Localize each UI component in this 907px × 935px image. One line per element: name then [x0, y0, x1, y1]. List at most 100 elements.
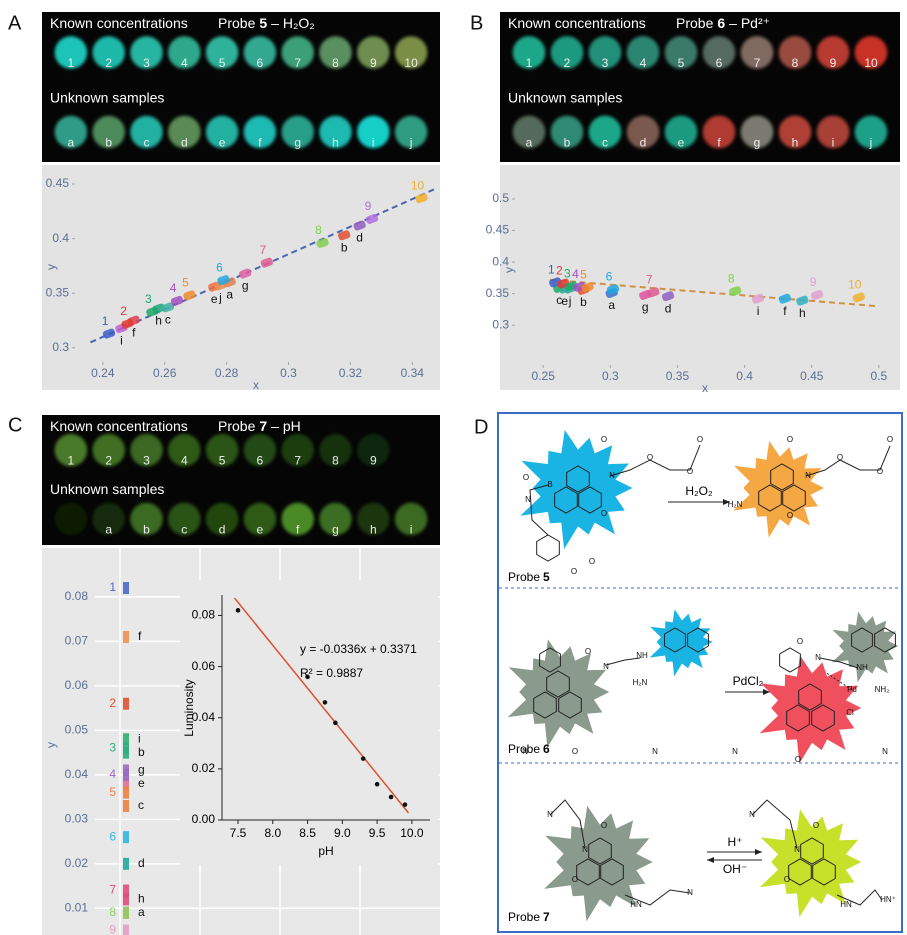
point-cluster [123, 698, 129, 710]
y-axis-label: y [502, 267, 516, 273]
point-label: 8 [315, 223, 322, 237]
point-label: h [155, 314, 162, 328]
point-label: 6 [606, 269, 613, 283]
atom: O [601, 435, 607, 444]
probe-number: 6 [543, 742, 550, 756]
probe-word: Probe [218, 418, 256, 434]
point-cluster [123, 907, 129, 919]
reagent: H⁺ [728, 835, 743, 849]
x-tick-label: 8.5 [299, 826, 316, 840]
point-label: d [665, 301, 672, 315]
point-cluster [123, 787, 129, 799]
y-tick-label: 0.3 [52, 340, 69, 354]
point-label: 7 [109, 883, 116, 897]
well-label: e [257, 523, 264, 537]
y-tick-label: 0.5 [492, 191, 509, 205]
point-label: 8 [109, 905, 116, 919]
panel-letter: A [8, 12, 22, 34]
atom: NH [856, 663, 868, 672]
point-label: 9 [109, 923, 116, 935]
atom: O [795, 755, 801, 764]
photo-title: Known concentrations [508, 15, 646, 31]
point-label: 5 [109, 785, 116, 799]
y-tick-label: 0.35 [486, 286, 510, 300]
point-label: i [138, 731, 141, 745]
well-label: 8 [792, 56, 799, 70]
y-tick-label: 0.35 [46, 285, 70, 299]
point-label: d [138, 856, 145, 870]
photo-title: Unknown samples [50, 481, 164, 497]
probe-title: Probe7– pH [218, 418, 301, 434]
well-label: 10 [404, 56, 418, 70]
well-label: b [143, 523, 150, 537]
point-label: 7 [646, 273, 653, 287]
well-label: 3 [602, 56, 609, 70]
x-tick-label: 9.0 [334, 826, 351, 840]
atom: B [547, 480, 552, 489]
x-tick-label: 0.28 [215, 366, 239, 380]
probe-number: 5 [543, 570, 550, 584]
well-label: d [640, 136, 647, 150]
point-label: 1 [548, 262, 555, 276]
x-tick-label: 0.5 [871, 369, 888, 383]
point [389, 795, 394, 800]
well-label: 9 [370, 454, 377, 468]
atom: N [609, 471, 615, 480]
point-cluster [123, 858, 129, 870]
y-tick-label: 0.01 [65, 900, 89, 914]
point-label: 4 [109, 767, 116, 781]
well-label: 7 [754, 56, 761, 70]
x-tick-label: 9.5 [369, 826, 386, 840]
atom: O [647, 453, 653, 462]
point-label: b [341, 241, 348, 255]
atom: N [749, 810, 755, 819]
well-label: c [144, 136, 150, 150]
point-label: 9 [810, 275, 817, 289]
x-tick-label: 0.3 [602, 369, 619, 383]
atom: N [547, 810, 553, 819]
well-label: h [792, 136, 799, 150]
well-label: 5 [219, 56, 226, 70]
y-tick-label: 0.4 [52, 231, 69, 245]
well-label: e [678, 136, 685, 150]
point [361, 756, 366, 761]
x-axis-label: pH [318, 844, 333, 858]
point-cluster [123, 800, 129, 812]
photo-title-text: Known concentrations [508, 15, 646, 31]
y-tick-label: 0.04 [65, 767, 89, 781]
y-tick-label: 0.45 [486, 223, 510, 237]
point-label: i [757, 304, 760, 318]
point-label: 3 [145, 292, 152, 306]
point-label: 1 [102, 314, 109, 328]
probe-title: Probe6– Pd²⁺ [676, 15, 770, 31]
point-label: 4 [170, 281, 177, 295]
well-label: 6 [257, 56, 264, 70]
point-label: 2 [120, 304, 127, 318]
point-label: h [138, 892, 145, 906]
atom: HN⁺ [880, 895, 896, 904]
well-label: i [410, 523, 413, 537]
point [375, 782, 380, 787]
point-cluster [123, 582, 129, 594]
y-tick-label: 0.08 [192, 608, 216, 622]
well-label: 8 [332, 56, 339, 70]
point-label: 6 [216, 260, 223, 274]
point-label: e [561, 294, 568, 308]
photo-title: Unknown samples [508, 90, 622, 106]
point-label: a [138, 905, 145, 919]
x-axis-label: x [702, 381, 708, 395]
well-label: 4 [181, 56, 188, 70]
atom: N [603, 662, 609, 671]
atom: O [687, 467, 693, 476]
well-label: b [105, 136, 112, 150]
y-axis-label: y [44, 264, 58, 270]
atom: N [687, 888, 693, 897]
y-tick-label: 0.03 [65, 812, 89, 826]
atom: O [589, 557, 595, 566]
well-label: 10 [864, 56, 878, 70]
point-label: j [568, 294, 572, 308]
atom: N [525, 495, 531, 504]
well-label: 6 [257, 454, 264, 468]
atom: O [571, 567, 577, 576]
point-label: e [138, 776, 145, 790]
